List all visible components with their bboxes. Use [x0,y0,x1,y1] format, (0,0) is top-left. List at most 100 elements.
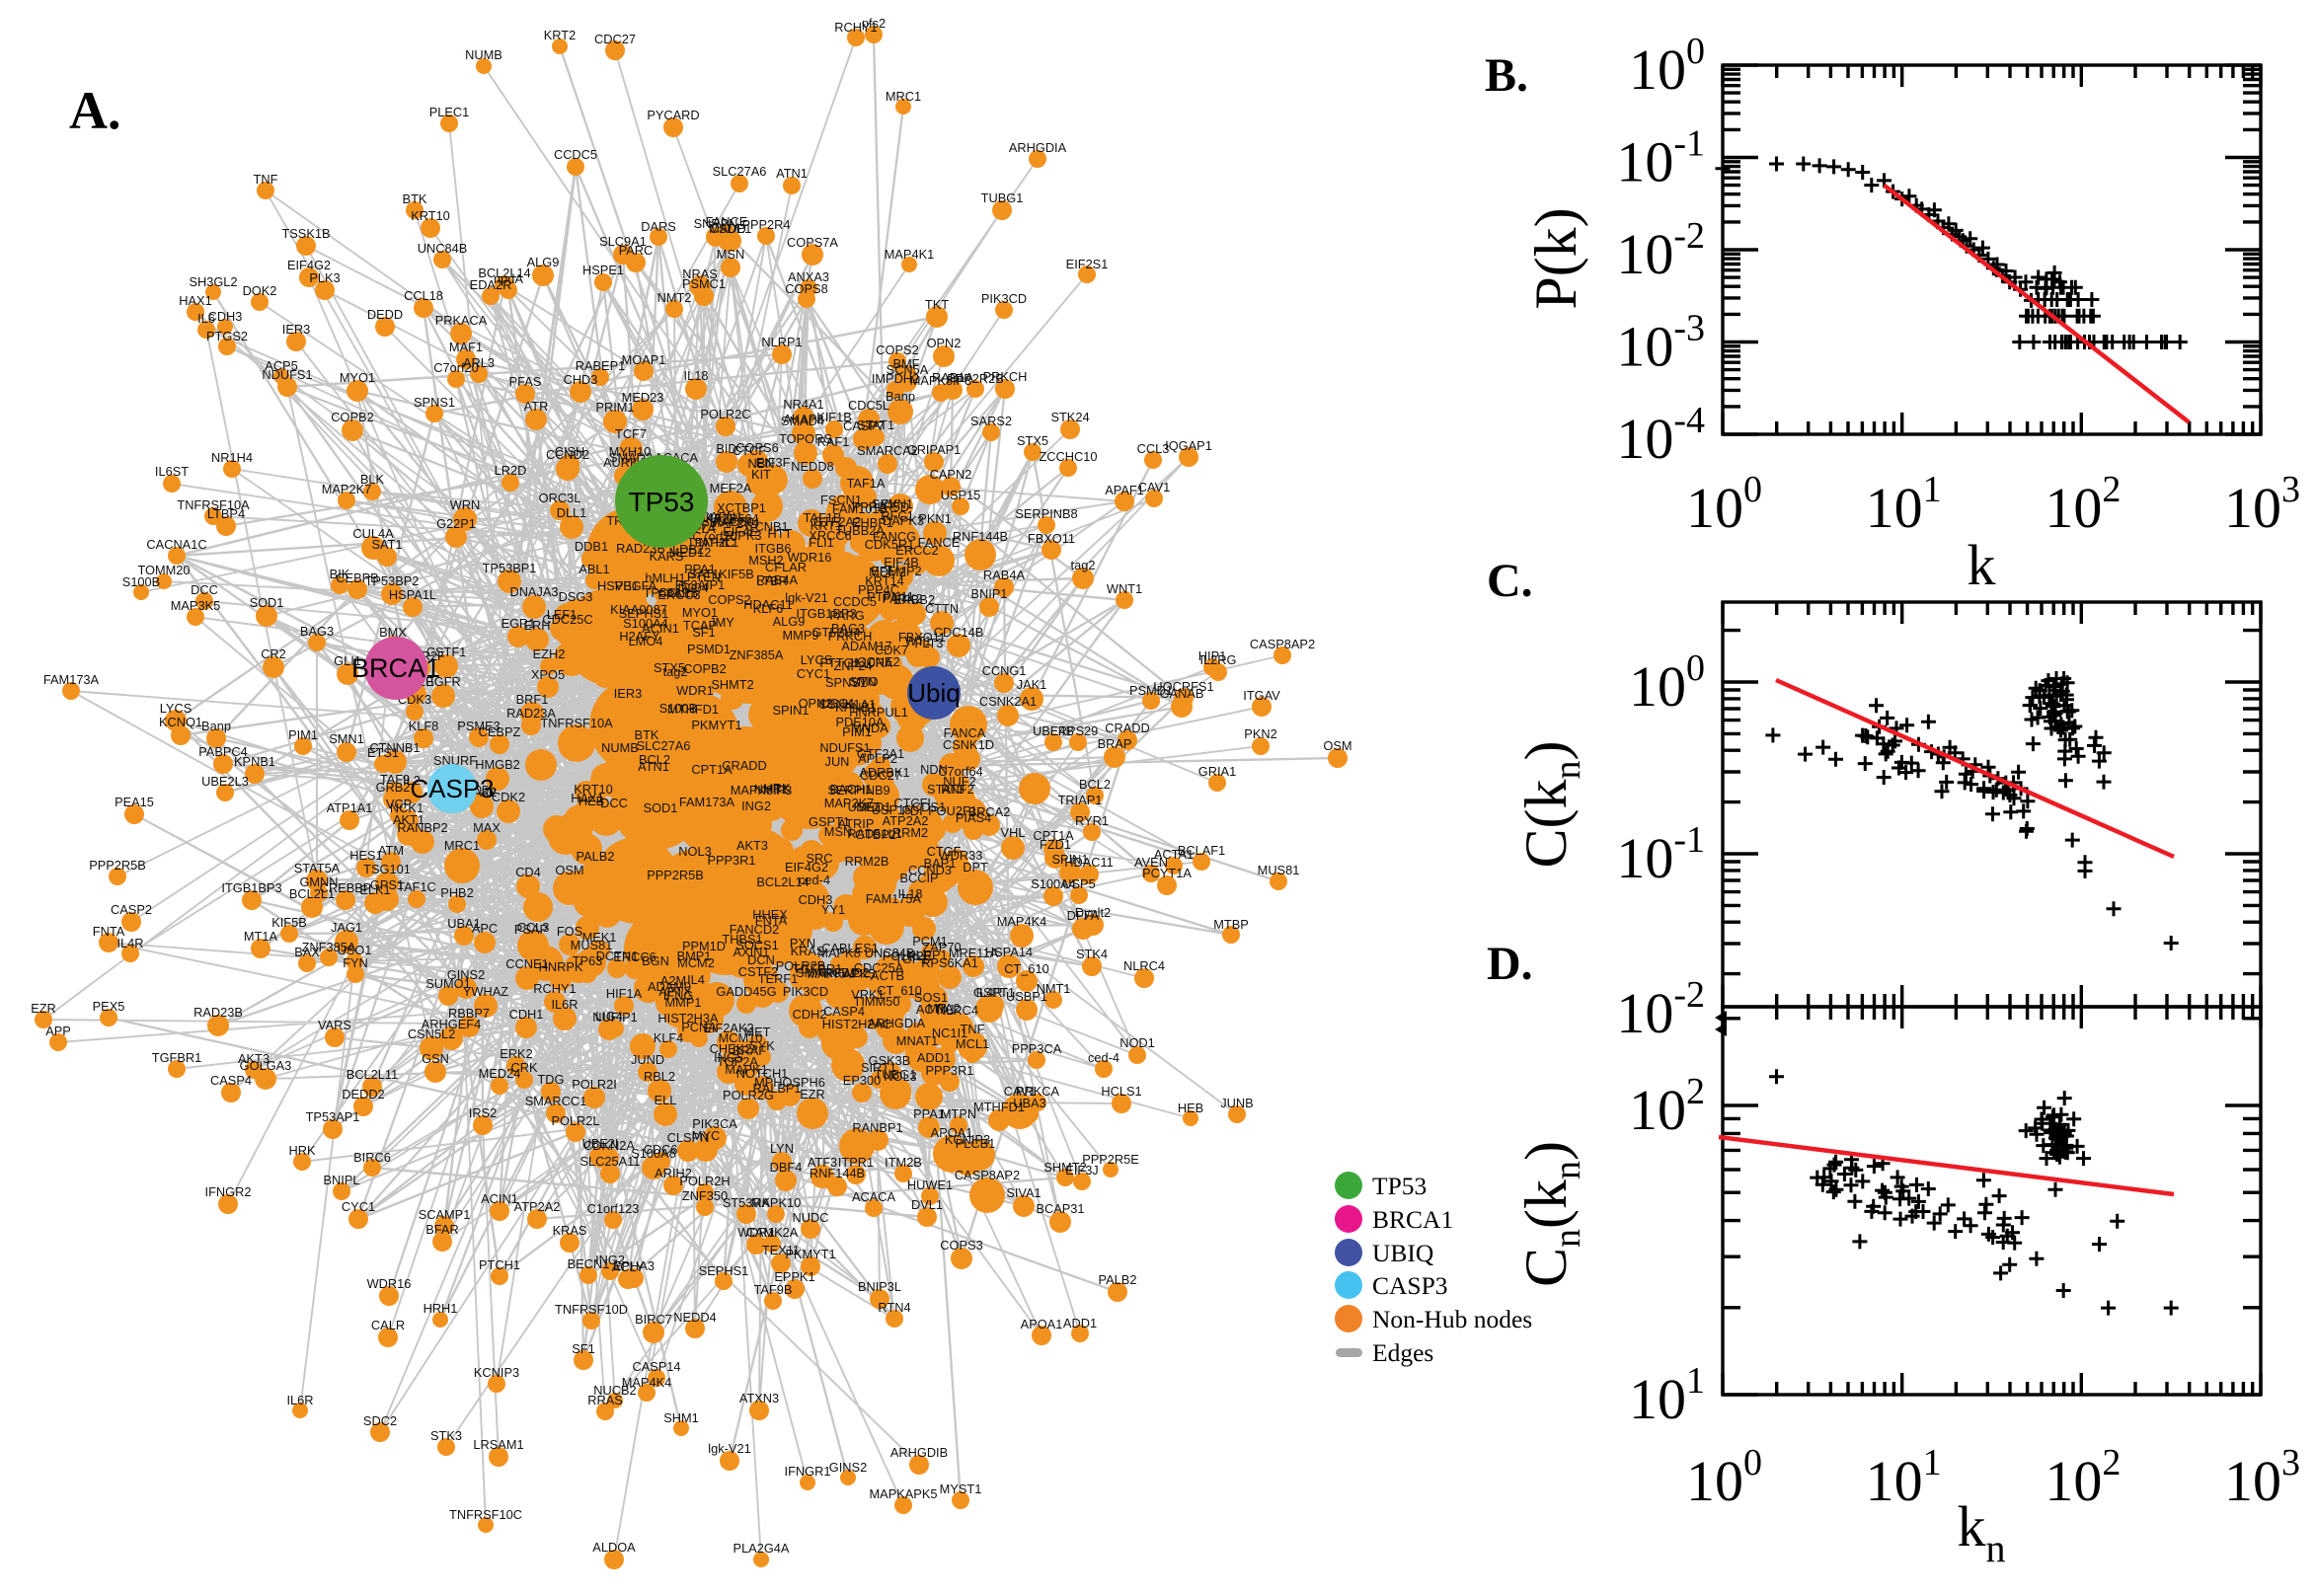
svg-text:CSN5L2: CSN5L2 [408,1026,455,1041]
svg-text:CPT1A: CPT1A [691,762,733,777]
svg-text:PABPC4: PABPC4 [198,744,248,759]
svg-text:HHEX: HHEX [752,907,788,922]
svg-text:CTCFL: CTCFL [893,796,934,810]
svg-text:NRAS: NRAS [682,266,718,281]
svg-text:DCC: DCC [191,582,218,597]
svg-text:EGR1: EGR1 [502,616,536,631]
svg-text:KCNIP3: KCNIP3 [474,1365,519,1380]
svg-text:CEBPZ: CEBPZ [479,724,521,739]
svg-text:SPIN1: SPIN1 [773,703,810,718]
svg-text:GANAB: GANAB [1160,686,1204,701]
svg-text:KIAA0087: KIAA0087 [610,602,667,617]
svg-text:TAF9: TAF9 [380,772,410,787]
svg-text:COPS2: COPS2 [876,342,918,357]
svg-text:BTK: BTK [635,727,659,742]
svg-text:TP53: TP53 [629,487,695,517]
svg-text:BGN: BGN [642,953,669,968]
svg-text:SMN1: SMN1 [329,731,364,746]
svg-text:TUBG1: TUBG1 [981,190,1024,205]
svg-text:ITGAV: ITGAV [1243,688,1280,703]
svg-text:SRC: SRC [806,851,832,866]
svg-text:PYCARD: PYCARD [647,108,699,122]
svg-text:TUBG1: TUBG1 [875,1067,917,1082]
svg-text:SOS1: SOS1 [914,990,948,1005]
svg-text:EPPK1: EPPK1 [774,1269,814,1284]
svg-text:KRAS: KRAS [791,944,825,958]
svg-text:CTCF: CTCF [733,443,766,458]
svg-text:PRKCH: PRKCH [828,629,873,644]
svg-text:IFNGR2: IFNGR2 [205,1184,252,1199]
svg-text:GPS1: GPS1 [370,877,404,892]
svg-text:C.: C. [1487,555,1533,607]
svg-text:CASP14: CASP14 [632,1359,680,1374]
svg-text:NR1H4: NR1H4 [211,450,253,465]
svg-text:PKN2: PKN2 [1244,726,1276,741]
svg-text:BNIP1: BNIP1 [971,586,1008,601]
svg-text:SUMO1: SUMO1 [425,976,471,991]
svg-text:NUCB2: NUCB2 [593,1383,636,1398]
svg-text:KLF6: KLF6 [753,601,784,616]
svg-text:FBXO11: FBXO11 [1028,531,1075,546]
svg-text:KRT10: KRT10 [574,782,613,797]
svg-text:SERPINB8: SERPINB8 [1015,506,1077,521]
svg-text:NUF2: NUF2 [943,774,975,789]
svg-text:KIF5B: KIF5B [271,915,307,930]
svg-text:MYC: MYC [692,1128,720,1143]
svg-text:Dynlt2: Dynlt2 [1075,905,1111,920]
svg-text:OSM: OSM [1323,738,1351,753]
svg-text:LTBP4: LTBP4 [207,506,245,521]
svg-text:SMAD4: SMAD4 [781,414,824,428]
svg-text:USO1: USO1 [338,943,372,957]
svg-text:MYO1: MYO1 [682,605,718,620]
svg-text:SCN5A: SCN5A [887,362,929,377]
svg-text:ATF3: ATF3 [808,1155,837,1170]
svg-text:CT_610: CT_610 [877,983,922,998]
svg-text:GRIA1: GRIA1 [1198,764,1236,779]
svg-text:GADD45G: GADD45G [716,984,776,999]
svg-text:APP: APP [45,1024,71,1038]
svg-text:UNC84B: UNC84B [418,241,468,256]
svg-text:BIRC7: BIRC7 [635,1312,672,1327]
svg-text:Banp: Banp [201,719,231,733]
svg-text:PKMYT1: PKMYT1 [691,718,741,732]
svg-text:EIF4G2: EIF4G2 [785,860,828,874]
svg-text:CAMK2A: CAMK2A [746,1225,799,1240]
svg-text:BNIP3L: BNIP3L [858,1279,901,1294]
svg-text:GLI1: GLI1 [334,653,361,668]
svg-text:SOCS1: SOCS1 [735,938,778,952]
svg-text:BCCIP: BCCIP [899,871,938,885]
svg-text:FAM175A: FAM175A [866,891,922,906]
svg-text:CUL4A: CUL4A [352,526,394,541]
svg-text:LYN: LYN [770,1141,794,1156]
svg-text:APLP2: APLP2 [858,751,897,766]
svg-text:NUFIP1: NUFIP1 [592,1010,638,1025]
svg-text:TSG101: TSG101 [363,862,411,876]
svg-text:P(k): P(k) [1523,207,1588,309]
svg-text:SMARCC1: SMARCC1 [525,1094,587,1108]
svg-text:S100A4: S100A4 [623,616,668,631]
svg-text:BCAP31: BCAP31 [1036,1201,1084,1216]
svg-text:ARHGEF4: ARHGEF4 [422,1017,481,1031]
svg-text:STAT5A: STAT5A [294,861,341,875]
svg-text:JUN: JUN [825,754,850,769]
svg-text:SCAMP1: SCAMP1 [419,1207,471,1222]
svg-text:KLF4: KLF4 [654,1030,684,1045]
svg-text:ARIH2: ARIH2 [655,1166,692,1180]
svg-text:MUS81: MUS81 [1258,863,1300,877]
svg-text:CAV1: CAV1 [1004,1084,1036,1099]
svg-text:COPS6: COPS6 [735,440,778,455]
svg-text:CACNA1C: CACNA1C [146,537,206,552]
svg-text:ACLY: ACLY [612,1259,645,1274]
svg-text:HMGB2: HMGB2 [475,757,520,772]
svg-text:LEF1: LEF1 [547,607,578,622]
svg-text:NLRP1: NLRP1 [906,948,947,962]
svg-text:EIF3F: EIF3F [756,455,791,470]
svg-text:SHMT2: SHMT2 [711,677,753,692]
svg-text:CCNE1: CCNE1 [505,956,548,971]
svg-text:NDUFS1: NDUFS1 [819,740,870,755]
svg-text:NLRC4: NLRC4 [937,1003,978,1018]
svg-text:MMP9: MMP9 [783,628,819,643]
svg-text:MED1: MED1 [856,799,891,814]
svg-text:GSN: GSN [422,1051,449,1066]
svg-text:LR2D: LR2D [495,463,527,478]
